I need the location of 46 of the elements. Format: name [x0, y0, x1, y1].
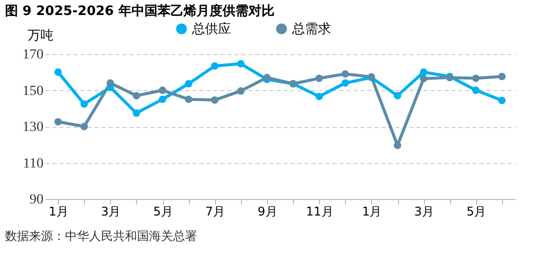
point: [394, 92, 402, 100]
point: [106, 79, 114, 87]
point: [158, 86, 166, 94]
point: [237, 60, 245, 68]
x-tick-label: 5月: [153, 204, 173, 218]
x-tick-label: 7月: [205, 204, 226, 218]
point: [211, 62, 218, 70]
point: [158, 96, 166, 104]
point: [211, 96, 218, 104]
point: [498, 96, 506, 104]
chart-title: 图 9 2025-2026 年中国苯乙烯月度供需对比: [5, 3, 274, 19]
point: [184, 80, 192, 88]
point: [315, 92, 323, 100]
y-axis-title: 万吨: [28, 28, 54, 44]
y-tick-label: 130: [22, 120, 44, 135]
point: [132, 109, 140, 117]
point: [315, 74, 323, 82]
y-tick-label: 150: [22, 84, 44, 99]
x-tick-label: 1月: [362, 204, 382, 218]
point: [342, 70, 349, 78]
point: [54, 118, 62, 126]
x-tick-label: 5月: [466, 204, 486, 218]
legend-label: 总供应: [191, 20, 231, 37]
point: [498, 72, 506, 80]
point: [237, 87, 245, 95]
x-tick-label: 9月: [258, 204, 278, 218]
source-note: 数据来源：中华人民共和国海关总署: [5, 229, 197, 243]
point: [132, 92, 140, 100]
x-tick-label: 11月: [306, 204, 334, 218]
x-tick-label: 3月: [100, 204, 121, 218]
point: [184, 96, 192, 104]
point: [394, 142, 402, 150]
point: [342, 79, 349, 87]
y-tick-label: 110: [23, 156, 44, 172]
point: [472, 74, 480, 82]
point: [80, 122, 88, 130]
point: [54, 68, 62, 76]
point: [420, 74, 428, 82]
y-tick-label: 90: [30, 192, 44, 208]
legend-label: 总需求: [291, 22, 331, 37]
point: [80, 100, 88, 108]
point: [472, 86, 480, 94]
point: [420, 68, 428, 76]
x-tick-label: 1月: [48, 204, 68, 218]
y-tick-label: 170: [22, 48, 44, 62]
x-tick-label: 3月: [414, 204, 434, 218]
